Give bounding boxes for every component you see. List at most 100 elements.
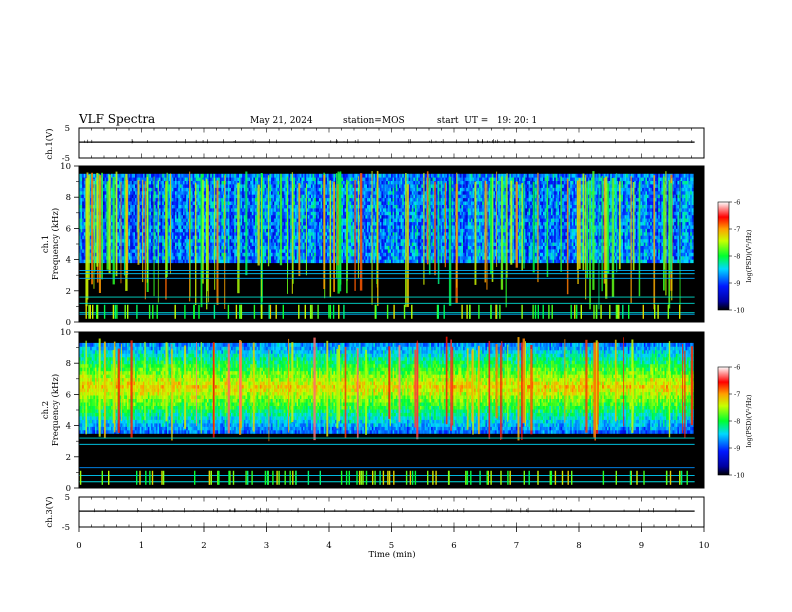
spectrogram-cell — [140, 222, 142, 226]
spectrogram-cell — [178, 253, 180, 257]
spectrogram-cell — [173, 249, 175, 253]
spectrogram-cell — [135, 215, 137, 219]
spectrogram-cell — [276, 215, 278, 219]
spectrogram-cell — [180, 242, 182, 246]
spectrogram-cell — [221, 259, 223, 263]
spectrogram-cell — [325, 215, 327, 219]
spectrogram-cell — [221, 211, 223, 215]
spectrogram-cell — [274, 246, 276, 250]
spectrogram-cell — [183, 229, 185, 233]
spectrogram-cell — [228, 222, 230, 226]
spectrogram-cell — [143, 191, 145, 195]
spectrogram-cell — [327, 222, 329, 226]
spectrogram-cell — [319, 208, 321, 212]
spectrogram-cell — [177, 225, 179, 229]
spectrogram-cell — [135, 229, 137, 233]
spectrogram-cell — [367, 188, 369, 192]
spectrogram-cell — [367, 259, 369, 263]
spectrogram-cell — [319, 225, 321, 229]
spectrogram-cell — [266, 253, 268, 257]
spectrogram-cell — [117, 191, 119, 195]
spectrogram-cell — [103, 253, 105, 257]
spectrogram-cell — [255, 235, 257, 239]
spectrogram-cell — [265, 235, 267, 239]
spectrogram-cell — [364, 174, 366, 178]
spectrogram-cell — [258, 174, 260, 178]
spectrogram-cell — [197, 259, 199, 263]
spectrogram-cell — [284, 194, 286, 198]
spectrogram-cell — [241, 222, 243, 226]
spectrogram-cell — [220, 181, 222, 185]
spectrogram-cell — [316, 225, 318, 229]
spectrogram-cell — [159, 184, 161, 188]
spectrogram-cell — [290, 239, 292, 243]
spectrogram-cell — [325, 222, 327, 226]
spectrogram-cell — [105, 225, 107, 229]
spectrogram-cell — [263, 218, 265, 222]
spectrogram-cell — [375, 174, 377, 178]
spectrogram-cell — [325, 194, 327, 198]
spectrogram-cell — [183, 184, 185, 188]
spectrogram-cell — [314, 191, 316, 195]
spectrogram-cell — [103, 259, 105, 263]
spectrogram-cell — [289, 242, 291, 246]
spectrogram-cell — [365, 235, 367, 239]
spectrogram-cell — [365, 184, 367, 188]
spectrogram-cell — [303, 242, 305, 246]
spectrogram-cell — [316, 184, 318, 188]
spectrogram-cell — [362, 211, 364, 215]
spectrogram-cell — [103, 222, 105, 226]
spectrogram-cell — [161, 194, 163, 198]
spectrogram-cell — [132, 225, 134, 229]
spectrogram-cell — [173, 198, 175, 202]
spectrogram-cell — [209, 194, 211, 198]
spectrogram-cell — [263, 181, 265, 185]
spectrogram-cell — [249, 246, 251, 250]
spectrogram-cell — [325, 188, 327, 192]
spectrogram-cell — [308, 256, 310, 260]
spectrogram-cell — [311, 174, 313, 178]
spectrogram-cell — [129, 208, 131, 212]
spectrogram-cell — [133, 222, 135, 226]
spectrogram-cell — [273, 177, 275, 181]
spectrogram-cell — [284, 188, 286, 192]
spectrogram-cell — [253, 194, 255, 198]
spectrogram-cell — [341, 253, 343, 257]
spectrogram-cell — [273, 222, 275, 226]
spectrogram-cell — [353, 239, 355, 243]
spectrogram-cell — [186, 246, 188, 250]
spectrogram-cell — [172, 191, 174, 195]
spectrogram-cell — [277, 246, 279, 250]
spectrogram-cell — [84, 188, 86, 192]
spectrogram-cell — [233, 235, 235, 239]
spectrogram-cell — [364, 215, 366, 219]
spectrogram-cell — [133, 232, 135, 236]
spectrogram-cell — [103, 191, 105, 195]
spectrogram-cell — [103, 188, 105, 192]
spectrogram-cell — [193, 249, 195, 253]
spectrogram-cell — [221, 225, 223, 229]
spectrogram-cell — [295, 215, 297, 219]
spectrogram-cell — [349, 177, 351, 181]
spectrogram-cell — [269, 222, 271, 226]
spectrogram-cell — [226, 232, 228, 236]
spectrogram-cell — [135, 174, 137, 178]
spectrogram-cell — [362, 184, 364, 188]
spectrogram-cell — [252, 235, 254, 239]
spectrogram-cell — [273, 249, 275, 253]
spectrogram-cell — [175, 191, 177, 195]
spectrogram-cell — [229, 242, 231, 246]
spectrogram-cell — [82, 181, 84, 185]
spectrogram-cell — [156, 242, 158, 246]
spectrogram-cell — [132, 184, 134, 188]
spectrogram-cell — [143, 218, 145, 222]
spectrogram-cell — [343, 211, 345, 215]
spectrogram-cell — [314, 188, 316, 192]
spectrogram-cell — [143, 222, 145, 226]
spectrogram-cell — [143, 198, 145, 202]
spectrogram-cell — [105, 222, 107, 226]
spectrogram-cell — [373, 177, 375, 181]
spectrogram-cell — [183, 225, 185, 229]
spectrogram-cell — [349, 246, 351, 250]
spectrogram-cell — [348, 253, 350, 257]
